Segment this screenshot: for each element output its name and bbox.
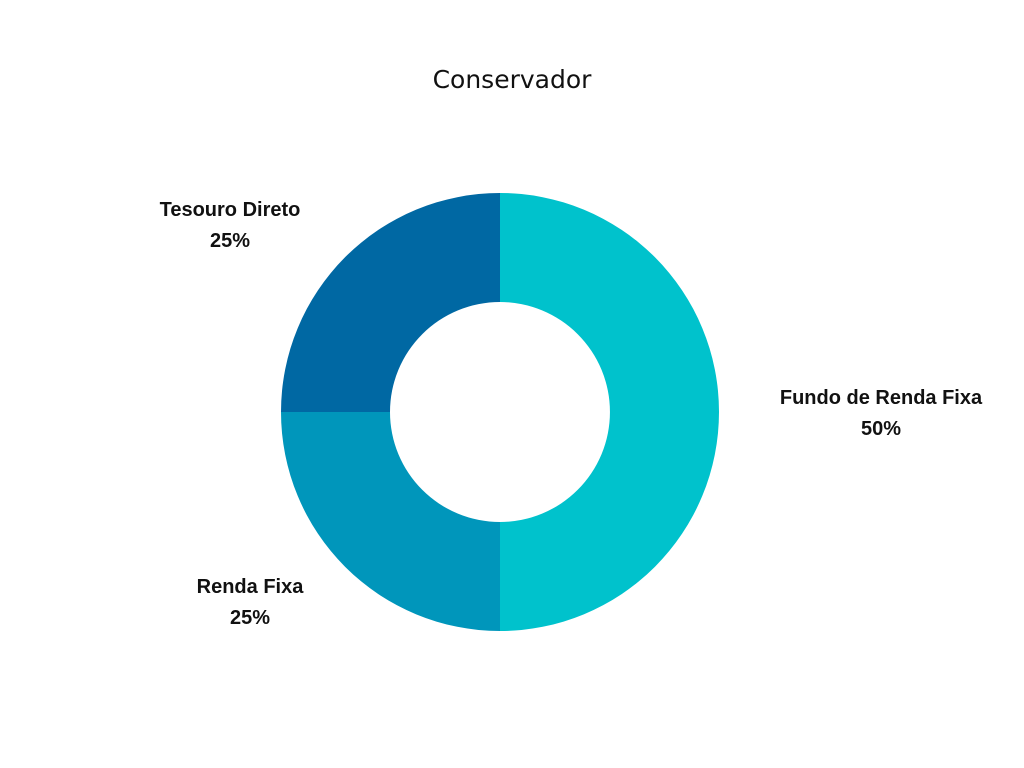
slice-label: Tesouro Direto <box>160 199 301 221</box>
slice-label: Renda Fixa <box>197 576 305 598</box>
slice-fundo-de-renda-fixa <box>500 193 719 631</box>
slice-renda-fixa <box>281 412 500 631</box>
slice-value-label: 25% <box>210 230 250 252</box>
slice-tesouro-direto <box>281 193 500 412</box>
slice-value-label: 25% <box>230 607 270 629</box>
slice-value-label: 50% <box>861 418 901 440</box>
slice-label: Fundo de Renda Fixa <box>780 387 983 409</box>
slice-labels: Fundo de Renda Fixa 50% Renda Fixa 25% Tesou… <box>160 199 983 629</box>
chart-title: Conservador <box>433 65 593 94</box>
donut-slices <box>281 193 719 631</box>
